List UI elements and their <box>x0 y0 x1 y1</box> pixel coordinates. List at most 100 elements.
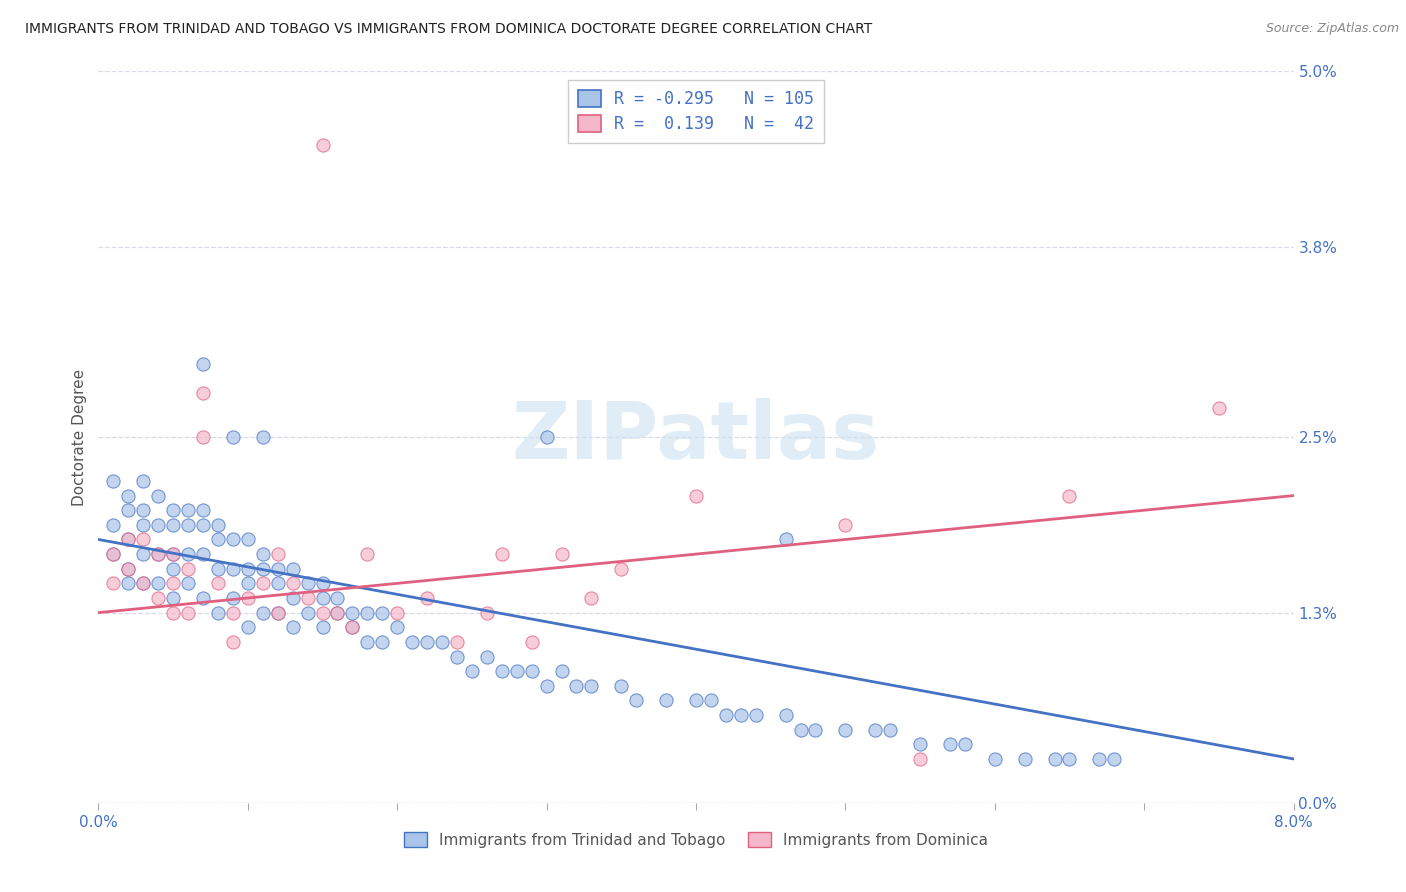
Point <box>132 576 155 591</box>
Point <box>446 649 468 664</box>
Point <box>908 752 931 766</box>
Point <box>939 737 962 751</box>
Point <box>475 606 498 620</box>
Point <box>714 708 737 723</box>
Point <box>252 606 274 620</box>
Point <box>117 503 139 517</box>
Point <box>311 620 333 634</box>
Point <box>191 547 214 561</box>
Point <box>297 576 319 591</box>
Point <box>789 723 811 737</box>
Point <box>177 547 200 561</box>
Y-axis label: Doctorate Degree: Doctorate Degree <box>72 368 87 506</box>
Point <box>177 606 200 620</box>
Point <box>385 606 409 620</box>
Point <box>834 517 856 532</box>
Point <box>207 517 229 532</box>
Point <box>191 430 214 444</box>
Point <box>222 430 245 444</box>
Point <box>267 606 290 620</box>
Point <box>222 533 245 547</box>
Point <box>222 606 245 620</box>
Point <box>267 606 290 620</box>
Point <box>103 547 125 561</box>
Point <box>326 591 349 605</box>
Point <box>236 620 259 634</box>
Point <box>416 591 439 605</box>
Point <box>207 576 229 591</box>
Point <box>446 635 468 649</box>
Point <box>222 635 245 649</box>
Legend: Immigrants from Trinidad and Tobago, Immigrants from Dominica: Immigrants from Trinidad and Tobago, Imm… <box>398 826 994 854</box>
Point <box>550 664 572 678</box>
Point <box>191 357 214 371</box>
Point <box>311 606 333 620</box>
Point <box>610 679 633 693</box>
Point <box>475 649 498 664</box>
Point <box>191 517 214 532</box>
Point <box>236 533 259 547</box>
Point <box>191 386 214 401</box>
Point <box>267 562 290 576</box>
Point <box>879 723 901 737</box>
Point <box>252 547 274 561</box>
Point <box>700 693 723 707</box>
Point <box>1088 752 1111 766</box>
Point <box>267 576 290 591</box>
Point <box>342 620 364 634</box>
Point <box>117 533 139 547</box>
Point <box>148 547 170 561</box>
Point <box>222 591 245 605</box>
Text: Source: ZipAtlas.com: Source: ZipAtlas.com <box>1265 22 1399 36</box>
Point <box>281 576 304 591</box>
Point <box>865 723 887 737</box>
Point <box>342 606 364 620</box>
Point <box>162 547 184 561</box>
Point <box>103 547 125 561</box>
Point <box>281 562 304 576</box>
Point <box>252 562 274 576</box>
Point <box>311 576 333 591</box>
Point <box>550 547 572 561</box>
Point <box>1208 401 1230 415</box>
Point <box>207 533 229 547</box>
Point <box>536 679 558 693</box>
Point <box>520 635 543 649</box>
Point <box>117 533 139 547</box>
Point <box>117 489 139 503</box>
Point <box>356 635 378 649</box>
Point <box>177 517 200 532</box>
Point <box>581 679 603 693</box>
Point <box>132 576 155 591</box>
Point <box>132 503 155 517</box>
Point <box>775 708 797 723</box>
Point <box>297 606 319 620</box>
Point <box>685 489 707 503</box>
Point <box>1043 752 1066 766</box>
Point <box>148 517 170 532</box>
Point <box>236 562 259 576</box>
Point <box>252 430 274 444</box>
Point <box>162 547 184 561</box>
Point <box>520 664 543 678</box>
Point <box>281 620 304 634</box>
Point <box>132 474 155 488</box>
Point <box>191 503 214 517</box>
Text: ZIPatlas: ZIPatlas <box>512 398 880 476</box>
Point <box>148 547 170 561</box>
Point <box>834 723 856 737</box>
Point <box>132 547 155 561</box>
Point <box>281 591 304 605</box>
Point <box>356 606 378 620</box>
Point <box>1104 752 1126 766</box>
Point <box>491 547 513 561</box>
Point <box>162 576 184 591</box>
Point <box>236 591 259 605</box>
Point <box>162 606 184 620</box>
Point <box>117 576 139 591</box>
Point <box>326 606 349 620</box>
Point <box>356 547 378 561</box>
Point <box>103 517 125 532</box>
Point <box>610 562 633 576</box>
Point <box>1059 752 1081 766</box>
